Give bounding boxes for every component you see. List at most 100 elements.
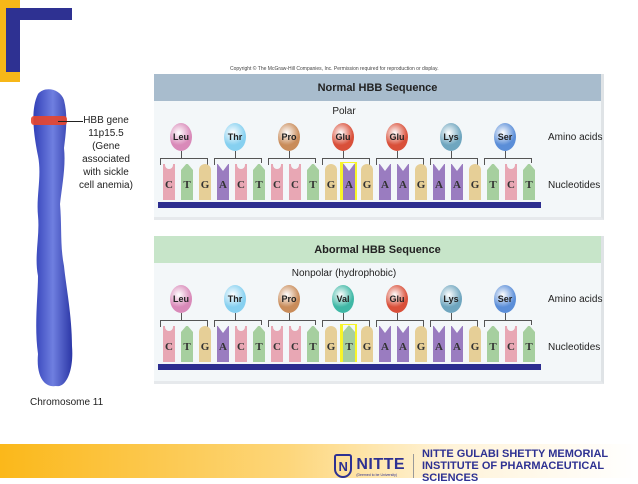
amino-acid-row: Leu Thr Pro Glu Glu Lys Ser	[154, 123, 534, 165]
amino-acids-label: Amino acids	[548, 132, 603, 143]
codon-stem	[181, 313, 182, 321]
nucleotide-G: G	[325, 164, 337, 200]
gene-label-line: (Gene associated	[82, 141, 130, 165]
nucleotides-label: Nucleotides	[548, 342, 601, 353]
codon-bracket	[322, 158, 370, 165]
gene-label-line: with sickle	[83, 167, 129, 178]
copyright-notice: Copyright © The McGraw-Hill Companies, I…	[230, 66, 439, 72]
nucleotide-C: C	[271, 325, 283, 362]
amino-acid-pro: Pro	[278, 123, 300, 151]
amino-acid-pro: Pro	[278, 285, 300, 313]
codon-bracket	[430, 158, 478, 165]
gene-label-line: cell anemia)	[79, 180, 133, 191]
nucleotide-A: A	[451, 325, 463, 362]
nucleotide-A: A	[397, 325, 409, 362]
amino-acid-glu: Glu	[386, 285, 408, 313]
amino-acid-row: Leu Thr Pro Val Glu Lys Ser	[154, 285, 534, 327]
logo-name: NITTE	[356, 455, 406, 473]
nucleotide-C: C	[505, 163, 517, 200]
institution-logo: N NITTE (Deemed to be University) NITTE …	[334, 448, 638, 484]
nucleotide-C: C	[289, 163, 301, 200]
amino-acid-lys: Lys	[440, 285, 462, 313]
logo-divider	[413, 454, 414, 478]
amino-acid-glu: Glu	[332, 123, 354, 151]
amino-acid-leu: Leu	[170, 123, 192, 151]
abnormal-sequence-panel: Abormal HBB Sequence Nonpolar (hydrophob…	[154, 236, 604, 384]
nucleotide-A: A	[343, 163, 355, 200]
codon-stem	[505, 151, 506, 159]
nucleotide-C: C	[163, 325, 175, 362]
nucleotide-A: A	[433, 163, 445, 200]
chromosome-11-illustration	[31, 89, 73, 387]
amino-acid-thr: Thr	[224, 285, 246, 313]
normal-sequence-panel: Normal HBB Sequence Polar Leu Thr Pro Glu Gl…	[154, 74, 604, 220]
nucleotide-C: C	[235, 325, 247, 362]
codon-bracket	[376, 320, 424, 327]
gene-pointer-line	[58, 121, 83, 122]
panel-title: Normal HBB Sequence	[154, 74, 601, 101]
nucleotide-A: A	[433, 325, 445, 362]
codon-bracket	[430, 320, 478, 327]
codon-stem	[343, 151, 344, 159]
codon-bracket	[322, 320, 370, 327]
nucleotide-C: C	[271, 163, 283, 200]
dna-backbone	[158, 202, 541, 208]
codon-bracket	[376, 158, 424, 165]
nucleotide-T: T	[181, 325, 193, 362]
codon-stem	[289, 151, 290, 159]
codon-stem	[235, 313, 236, 321]
codon-bracket	[214, 320, 262, 327]
corner-decoration-blue-vertical	[6, 8, 20, 72]
institution-name: NITTE GULABI SHETTY MEMORIAL INSTITUTE O…	[422, 448, 638, 484]
codon-stem	[451, 151, 452, 159]
nucleotide-T: T	[307, 325, 319, 362]
nucleotide-A: A	[451, 163, 463, 200]
nucleotide-G: G	[361, 326, 373, 362]
nucleotide-G: G	[199, 164, 211, 200]
codon-bracket	[214, 158, 262, 165]
codon-stem	[343, 313, 344, 321]
hbb-gene-label: HBB gene 11p15.5 (Gene associated with s…	[68, 114, 144, 192]
codon-bracket	[160, 320, 208, 327]
nitte-shield-icon: N	[334, 454, 353, 478]
amino-acids-label: Amino acids	[548, 294, 603, 305]
amino-acid-thr: Thr	[224, 123, 246, 151]
codon-stem	[505, 313, 506, 321]
dna-backbone	[158, 364, 541, 370]
polarity-label: Nonpolar (hydrophobic)	[291, 268, 397, 279]
codon-bracket	[268, 320, 316, 327]
nucleotide-T: T	[253, 325, 265, 362]
codon-stem	[289, 313, 290, 321]
codon-bracket	[268, 158, 316, 165]
nucleotide-T: T	[307, 163, 319, 200]
amino-acid-ser: Ser	[494, 123, 516, 151]
codon-bracket	[484, 158, 532, 165]
codon-bracket	[160, 158, 208, 165]
nucleotide-A: A	[379, 325, 391, 362]
nucleotide-C: C	[505, 325, 517, 362]
amino-acid-val: Val	[332, 285, 354, 313]
gene-label-line: 11p15.5	[88, 128, 124, 139]
panel-title: Abormal HBB Sequence	[154, 236, 601, 263]
nucleotide-G: G	[415, 326, 427, 362]
nucleotide-C: C	[235, 163, 247, 200]
nucleotide-T: T	[181, 163, 193, 200]
nucleotide-G: G	[469, 164, 481, 200]
nucleotide-G: G	[415, 164, 427, 200]
codon-stem	[181, 151, 182, 159]
nucleotide-A: A	[217, 325, 229, 362]
nucleotides-label: Nucleotides	[548, 180, 601, 191]
corner-decoration-blue	[6, 8, 72, 20]
amino-acid-leu: Leu	[170, 285, 192, 313]
nucleotide-T: T	[523, 163, 535, 200]
nucleotide-G: G	[199, 326, 211, 362]
nucleotide-T: T	[253, 163, 265, 200]
nucleotide-A: A	[397, 163, 409, 200]
nucleotide-C: C	[163, 163, 175, 200]
nucleotide-T: T	[343, 325, 355, 362]
codon-stem	[235, 151, 236, 159]
nucleotide-G: G	[325, 326, 337, 362]
amino-acid-glu: Glu	[386, 123, 408, 151]
nucleotide-C: C	[289, 325, 301, 362]
